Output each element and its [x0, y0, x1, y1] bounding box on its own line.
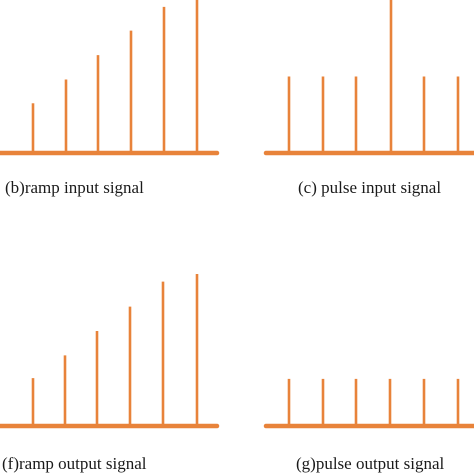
- pulses-ramp-output: [31, 274, 199, 426]
- pulses-pulse-output: [287, 378, 460, 426]
- caption-pulse-input: (c) pulse input signal: [298, 178, 441, 197]
- pulses-pulse-input: [287, 0, 460, 153]
- caption-ramp-output: (f)ramp output signal: [2, 454, 147, 473]
- panel-pulse-input: (c) pulse input signal: [263, 0, 474, 197]
- panel-ramp-output: (f)ramp output signal: [0, 274, 220, 473]
- panel-pulse-output: (g)pulse output signal: [263, 378, 474, 473]
- pulses-ramp-input: [31, 0, 199, 153]
- panel-ramp-input: (b)ramp input signal: [0, 0, 220, 197]
- caption-ramp-input: (b)ramp input signal: [5, 178, 144, 197]
- caption-pulse-output: (g)pulse output signal: [296, 454, 445, 473]
